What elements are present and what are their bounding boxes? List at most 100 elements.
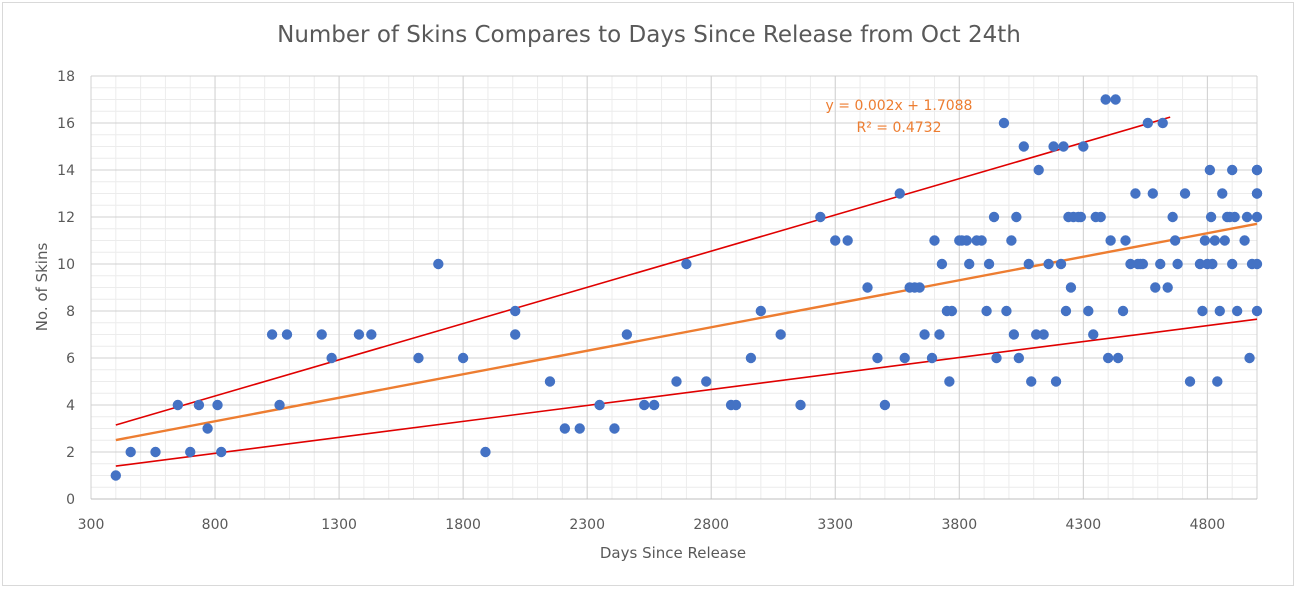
data-point bbox=[480, 446, 491, 458]
data-point bbox=[1088, 329, 1099, 340]
data-point bbox=[795, 399, 806, 411]
trendline-equation: y = 0.002x + 1.7088 bbox=[826, 98, 973, 114]
data-point bbox=[544, 376, 556, 387]
data-point bbox=[185, 446, 196, 458]
x-tick-label: 1300 bbox=[321, 517, 357, 533]
x-tick-label: 300 bbox=[78, 517, 105, 533]
data-point bbox=[1241, 211, 1253, 223]
data-point bbox=[648, 399, 660, 411]
data-point bbox=[961, 235, 972, 246]
data-point bbox=[1239, 235, 1250, 246]
data-point bbox=[1018, 141, 1029, 152]
data-point bbox=[433, 258, 444, 270]
data-point bbox=[1048, 141, 1059, 152]
data-point bbox=[212, 399, 223, 411]
bound-lines bbox=[115, 116, 1258, 467]
trendline-r-squared: R² = 0.4732 bbox=[857, 120, 942, 136]
data-point bbox=[1130, 188, 1141, 199]
lower-bound-line bbox=[115, 318, 1258, 467]
data-point bbox=[1251, 258, 1263, 270]
data-point bbox=[202, 423, 213, 434]
data-point bbox=[1251, 211, 1263, 223]
x-tick-label: 3300 bbox=[817, 517, 853, 533]
data-point bbox=[1162, 282, 1173, 293]
data-point bbox=[1100, 94, 1111, 105]
data-point bbox=[1001, 305, 1012, 317]
data-point bbox=[1197, 305, 1208, 317]
data-point bbox=[172, 399, 184, 411]
data-point bbox=[639, 399, 650, 411]
y-tick-label: 2 bbox=[66, 445, 75, 461]
trendline bbox=[115, 222, 1258, 442]
data-point bbox=[934, 329, 945, 340]
data-point bbox=[1011, 211, 1022, 223]
data-point bbox=[193, 399, 205, 411]
data-point bbox=[1231, 305, 1243, 317]
data-point bbox=[936, 258, 948, 270]
data-point bbox=[1251, 188, 1263, 199]
data-point bbox=[1212, 376, 1223, 387]
data-point bbox=[1125, 258, 1136, 270]
data-point bbox=[1102, 352, 1114, 364]
data-point bbox=[914, 282, 925, 293]
chart-title: Number of Skins Compares to Days Since R… bbox=[277, 22, 1021, 48]
data-point bbox=[1199, 235, 1211, 246]
data-point bbox=[1155, 258, 1166, 270]
data-point bbox=[274, 399, 285, 411]
data-point bbox=[110, 470, 122, 481]
data-point bbox=[1095, 211, 1106, 223]
data-point bbox=[1120, 235, 1131, 246]
data-point bbox=[1157, 117, 1168, 129]
data-point bbox=[1105, 235, 1116, 246]
data-point bbox=[1060, 305, 1072, 317]
data-point bbox=[1008, 329, 1020, 340]
data-point bbox=[1033, 164, 1044, 176]
data-point bbox=[609, 423, 620, 434]
data-point bbox=[872, 352, 883, 364]
data-point bbox=[1038, 329, 1049, 340]
data-point bbox=[1031, 329, 1042, 340]
data-point bbox=[879, 399, 891, 411]
upper-bound-line bbox=[115, 116, 1171, 426]
data-point bbox=[1078, 141, 1089, 152]
y-axis-label: No. of Skins bbox=[33, 243, 51, 332]
data-point bbox=[1214, 305, 1225, 317]
data-point bbox=[815, 211, 826, 223]
x-tick-label: 1800 bbox=[445, 517, 481, 533]
data-point bbox=[1205, 211, 1217, 223]
data-point bbox=[574, 423, 585, 434]
data-point bbox=[1110, 94, 1121, 105]
data-point bbox=[1112, 352, 1124, 364]
data-point bbox=[926, 352, 938, 364]
data-point bbox=[125, 446, 136, 458]
data-point bbox=[621, 329, 633, 340]
data-point bbox=[1013, 352, 1025, 364]
y-tick-label: 6 bbox=[66, 351, 75, 367]
data-point bbox=[894, 188, 905, 199]
y-tick-labels: 0 2 4 6 8 10 12 14 16 18 bbox=[57, 69, 75, 508]
data-point bbox=[510, 329, 521, 340]
data-point bbox=[1204, 164, 1216, 176]
x-tick-label: 800 bbox=[202, 517, 229, 533]
y-tick-label: 14 bbox=[57, 163, 75, 179]
data-point bbox=[946, 305, 958, 317]
y-tick-label: 0 bbox=[66, 492, 75, 508]
data-point bbox=[326, 352, 337, 364]
x-tick-label: 2300 bbox=[569, 517, 605, 533]
data-point bbox=[775, 329, 786, 340]
x-tick-label: 3800 bbox=[941, 517, 977, 533]
data-point bbox=[1137, 258, 1149, 270]
data-point bbox=[1083, 305, 1094, 317]
data-point bbox=[701, 376, 712, 387]
data-point bbox=[266, 329, 278, 340]
data-point bbox=[1026, 376, 1037, 387]
y-tick-label: 18 bbox=[57, 69, 75, 85]
data-point bbox=[1150, 282, 1161, 293]
data-point bbox=[919, 329, 930, 340]
data-point bbox=[830, 235, 841, 246]
data-point bbox=[281, 329, 293, 340]
x-tick-labels: 300 800 1300 1800 2300 2800 3300 3800 4300 4800 bbox=[78, 517, 1226, 533]
data-point bbox=[366, 329, 377, 340]
data-point bbox=[981, 305, 992, 317]
